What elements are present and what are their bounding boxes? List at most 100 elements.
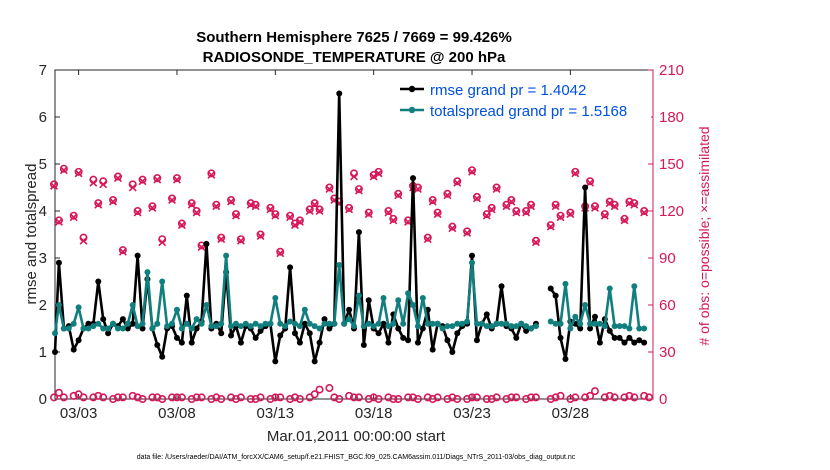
obs-possible-marker xyxy=(394,189,403,198)
legend-totalspread-marker xyxy=(408,106,416,114)
obs-possible-marker xyxy=(571,167,580,176)
obs-possible-marker xyxy=(276,247,285,256)
totalspread-point xyxy=(282,323,289,330)
y-axis-label-right: # of obs: o=possible; ×=assimilated xyxy=(696,126,712,345)
totalspread-point xyxy=(139,320,146,327)
obs-assimilated-marker xyxy=(286,213,295,222)
obs-rejected-marker xyxy=(527,393,536,402)
obs-assimilated-marker xyxy=(369,172,378,181)
obs-assimilated-marker xyxy=(453,178,462,187)
obs-rejected-marker xyxy=(345,391,354,400)
rmse-point xyxy=(400,334,407,341)
totalspread-point xyxy=(370,323,377,330)
obs-assimilated-marker xyxy=(522,208,531,217)
obs-rejected-marker xyxy=(128,391,137,400)
obs-possible-marker xyxy=(590,202,599,211)
rmse-point xyxy=(429,346,436,353)
totalspread-point xyxy=(242,320,249,327)
obs-assimilated-marker xyxy=(99,180,108,189)
obs-possible-marker xyxy=(546,221,555,230)
totalspread-point xyxy=(591,320,598,327)
totalspread-point xyxy=(188,325,195,332)
obs-assimilated-marker xyxy=(640,208,649,217)
legend-totalspread-label: totalspread grand pr = 1.5168 xyxy=(430,103,627,120)
totalspread-point xyxy=(434,320,441,327)
obs-rejected-marker xyxy=(453,394,462,403)
y-tick-label-right: 120 xyxy=(659,203,684,220)
totalspread-point xyxy=(198,320,205,327)
obs-possible-marker xyxy=(423,233,432,242)
obs-rejected-marker xyxy=(409,393,418,402)
obs-assimilated-marker xyxy=(389,216,398,225)
data-file-footer: data file: /Users/raeder/DAI/ATM_forcXX/… xyxy=(137,454,576,461)
totalspread-point xyxy=(405,290,412,297)
obs-assimilated-marker xyxy=(345,205,354,214)
obs-possible-marker xyxy=(305,205,314,214)
totalspread-point xyxy=(346,316,353,323)
totalspread-point xyxy=(70,320,77,327)
totalspread-point xyxy=(237,323,244,330)
obs-possible-marker xyxy=(428,196,437,205)
obs-rejected-marker xyxy=(492,393,501,402)
obs-rejected-marker xyxy=(448,393,457,402)
legend: rmse grand pr = 1.4042 totalspread grand… xyxy=(395,76,651,122)
tick-marks xyxy=(55,69,654,400)
obs-possible-marker xyxy=(551,200,560,209)
obs-possible-marker xyxy=(487,203,496,212)
totalspread-point xyxy=(183,320,190,327)
obs-rejected-marker xyxy=(256,393,265,402)
obs-assimilated-marker xyxy=(315,207,324,215)
obs-possible-marker xyxy=(512,207,521,216)
obs-rejected-marker xyxy=(482,394,491,403)
obs-rejected-marker xyxy=(369,393,378,402)
obs-rejected-marker xyxy=(227,393,236,402)
y-tick-label-left: 5 xyxy=(39,156,47,173)
totalspread-point xyxy=(232,320,239,327)
obs-assimilated-marker xyxy=(172,175,181,184)
obs-rejected-marker xyxy=(551,393,560,402)
totalspread-point xyxy=(321,320,328,327)
obs-assimilated-marker xyxy=(428,197,437,206)
rmse-point xyxy=(296,339,303,346)
totalspread-point xyxy=(641,325,648,332)
totalspread-point xyxy=(601,323,608,330)
totalspread-point xyxy=(149,325,156,332)
obs-possible-marker xyxy=(472,192,481,201)
rmse-point xyxy=(95,278,102,285)
rmse-point xyxy=(52,349,58,355)
totalspread-point xyxy=(351,323,357,330)
obs-rejected-marker xyxy=(59,393,68,402)
totalspread-point xyxy=(572,313,579,320)
obs-assimilated-marker xyxy=(610,202,619,211)
rmse-point xyxy=(611,334,618,341)
rmse-point xyxy=(316,339,323,346)
y-tick-label-right: 150 xyxy=(659,156,684,173)
y-tick-label-right: 180 xyxy=(659,109,684,126)
obs-rejected-marker xyxy=(138,394,147,403)
obs-assimilated-marker xyxy=(551,202,560,211)
y-tick-label-right: 210 xyxy=(659,62,684,79)
obs-rejected-marker xyxy=(290,393,299,402)
obs-assimilated-marker xyxy=(384,208,393,217)
totalspread-point xyxy=(159,278,166,285)
rmse-point xyxy=(405,337,412,344)
totalspread-point xyxy=(213,323,220,330)
rmse-point xyxy=(454,330,461,337)
totalspread-point xyxy=(360,323,367,330)
totalspread-point xyxy=(144,269,151,276)
obs-assimilated-marker xyxy=(69,213,78,222)
rmse-point xyxy=(498,283,505,290)
obs-possible-marker xyxy=(286,211,295,220)
obs-possible-marker xyxy=(620,214,629,223)
totalspread-point xyxy=(464,318,471,325)
obs-rejected-marker xyxy=(645,393,654,402)
obs-possible-marker xyxy=(133,207,142,216)
obs-rejected-marker xyxy=(172,393,181,402)
obs-assimilated-marker xyxy=(472,194,481,203)
obs-rejected-marker xyxy=(472,393,481,402)
rmse-point xyxy=(237,339,244,346)
totalspread-point xyxy=(75,304,82,311)
rmse-point xyxy=(134,252,141,259)
rmse-point xyxy=(257,327,264,334)
obs-possible-marker xyxy=(251,200,260,209)
